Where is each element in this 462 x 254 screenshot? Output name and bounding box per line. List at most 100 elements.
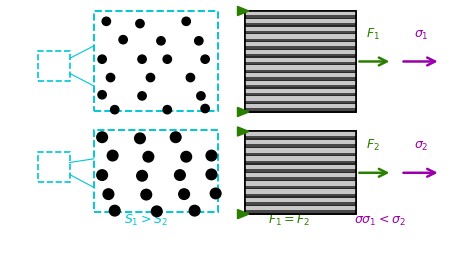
- Ellipse shape: [107, 151, 118, 161]
- Ellipse shape: [181, 152, 192, 162]
- Bar: [245, 20, 357, 24]
- Bar: [245, 35, 357, 39]
- Bar: [245, 19, 357, 20]
- Ellipse shape: [195, 38, 203, 46]
- Polygon shape: [237, 210, 249, 219]
- Bar: [245, 188, 357, 189]
- Bar: [245, 205, 357, 206]
- Bar: [245, 42, 357, 43]
- Bar: [245, 105, 357, 109]
- Ellipse shape: [106, 74, 115, 82]
- Ellipse shape: [152, 206, 162, 217]
- Ellipse shape: [182, 18, 190, 26]
- Bar: [245, 65, 357, 66]
- Bar: [245, 66, 357, 70]
- Bar: [245, 51, 357, 55]
- Bar: [38, 152, 70, 182]
- Ellipse shape: [186, 74, 195, 82]
- Bar: [245, 165, 357, 169]
- Polygon shape: [237, 127, 249, 137]
- Ellipse shape: [179, 189, 189, 200]
- Ellipse shape: [134, 134, 146, 144]
- Text: $S_1>S_2$: $S_1>S_2$: [124, 212, 168, 227]
- Bar: [245, 50, 357, 51]
- Bar: [94, 12, 218, 111]
- Bar: [245, 34, 357, 35]
- Ellipse shape: [138, 92, 146, 101]
- Ellipse shape: [175, 170, 185, 181]
- Text: $S_1$: $S_1$: [46, 58, 62, 75]
- Bar: [94, 131, 218, 212]
- Bar: [245, 111, 357, 113]
- Ellipse shape: [97, 132, 108, 143]
- Ellipse shape: [163, 56, 171, 64]
- Text: $F_1 = F_2$: $F_1 = F_2$: [268, 212, 310, 227]
- Bar: [245, 132, 357, 136]
- Bar: [245, 132, 357, 214]
- Text: $\sigma_1$: $\sigma_1$: [414, 29, 429, 42]
- Bar: [245, 81, 357, 82]
- Ellipse shape: [143, 152, 154, 162]
- Ellipse shape: [98, 56, 106, 64]
- Bar: [245, 96, 357, 97]
- Text: $F_2$: $F_2$: [366, 137, 380, 152]
- Bar: [245, 58, 357, 63]
- Ellipse shape: [146, 74, 155, 82]
- Bar: [245, 132, 357, 214]
- Ellipse shape: [157, 38, 165, 46]
- Text: $\sigma\sigma_1 <\sigma_2$: $\sigma\sigma_1 <\sigma_2$: [354, 213, 406, 227]
- Bar: [245, 164, 357, 165]
- Bar: [245, 74, 357, 78]
- Ellipse shape: [201, 56, 209, 64]
- Bar: [245, 189, 357, 194]
- Ellipse shape: [189, 205, 200, 216]
- Bar: [245, 148, 357, 153]
- Text: $S_2$: $S_2$: [46, 159, 62, 176]
- Text: $F_1$: $F_1$: [366, 27, 380, 42]
- Ellipse shape: [201, 105, 209, 113]
- Bar: [245, 97, 357, 101]
- Ellipse shape: [109, 205, 120, 216]
- Bar: [245, 140, 357, 145]
- Bar: [245, 73, 357, 74]
- Bar: [245, 180, 357, 181]
- Bar: [245, 26, 357, 27]
- Bar: [245, 88, 357, 89]
- Ellipse shape: [103, 189, 114, 200]
- Bar: [245, 206, 357, 211]
- Ellipse shape: [137, 171, 147, 181]
- Ellipse shape: [138, 56, 146, 64]
- Bar: [245, 12, 357, 113]
- Ellipse shape: [210, 188, 221, 199]
- Bar: [245, 181, 357, 186]
- Bar: [245, 104, 357, 105]
- Ellipse shape: [136, 20, 144, 29]
- Ellipse shape: [206, 169, 217, 180]
- Bar: [245, 197, 357, 198]
- Bar: [245, 12, 357, 113]
- Bar: [245, 43, 357, 47]
- Ellipse shape: [197, 92, 205, 101]
- Bar: [245, 57, 357, 58]
- Ellipse shape: [163, 106, 171, 114]
- Text: $\sigma_2$: $\sigma_2$: [414, 139, 429, 152]
- Ellipse shape: [141, 189, 152, 200]
- Bar: [245, 213, 357, 214]
- Ellipse shape: [98, 91, 106, 100]
- Bar: [245, 89, 357, 93]
- Polygon shape: [237, 108, 249, 117]
- Ellipse shape: [206, 151, 217, 161]
- Ellipse shape: [119, 36, 128, 45]
- Bar: [245, 198, 357, 202]
- Bar: [245, 147, 357, 148]
- Bar: [245, 155, 357, 157]
- Bar: [245, 173, 357, 178]
- Polygon shape: [237, 7, 249, 17]
- Ellipse shape: [102, 18, 110, 26]
- Bar: [245, 157, 357, 161]
- Ellipse shape: [97, 170, 108, 181]
- Ellipse shape: [170, 132, 181, 143]
- Bar: [245, 172, 357, 173]
- Ellipse shape: [110, 106, 119, 114]
- Bar: [245, 27, 357, 32]
